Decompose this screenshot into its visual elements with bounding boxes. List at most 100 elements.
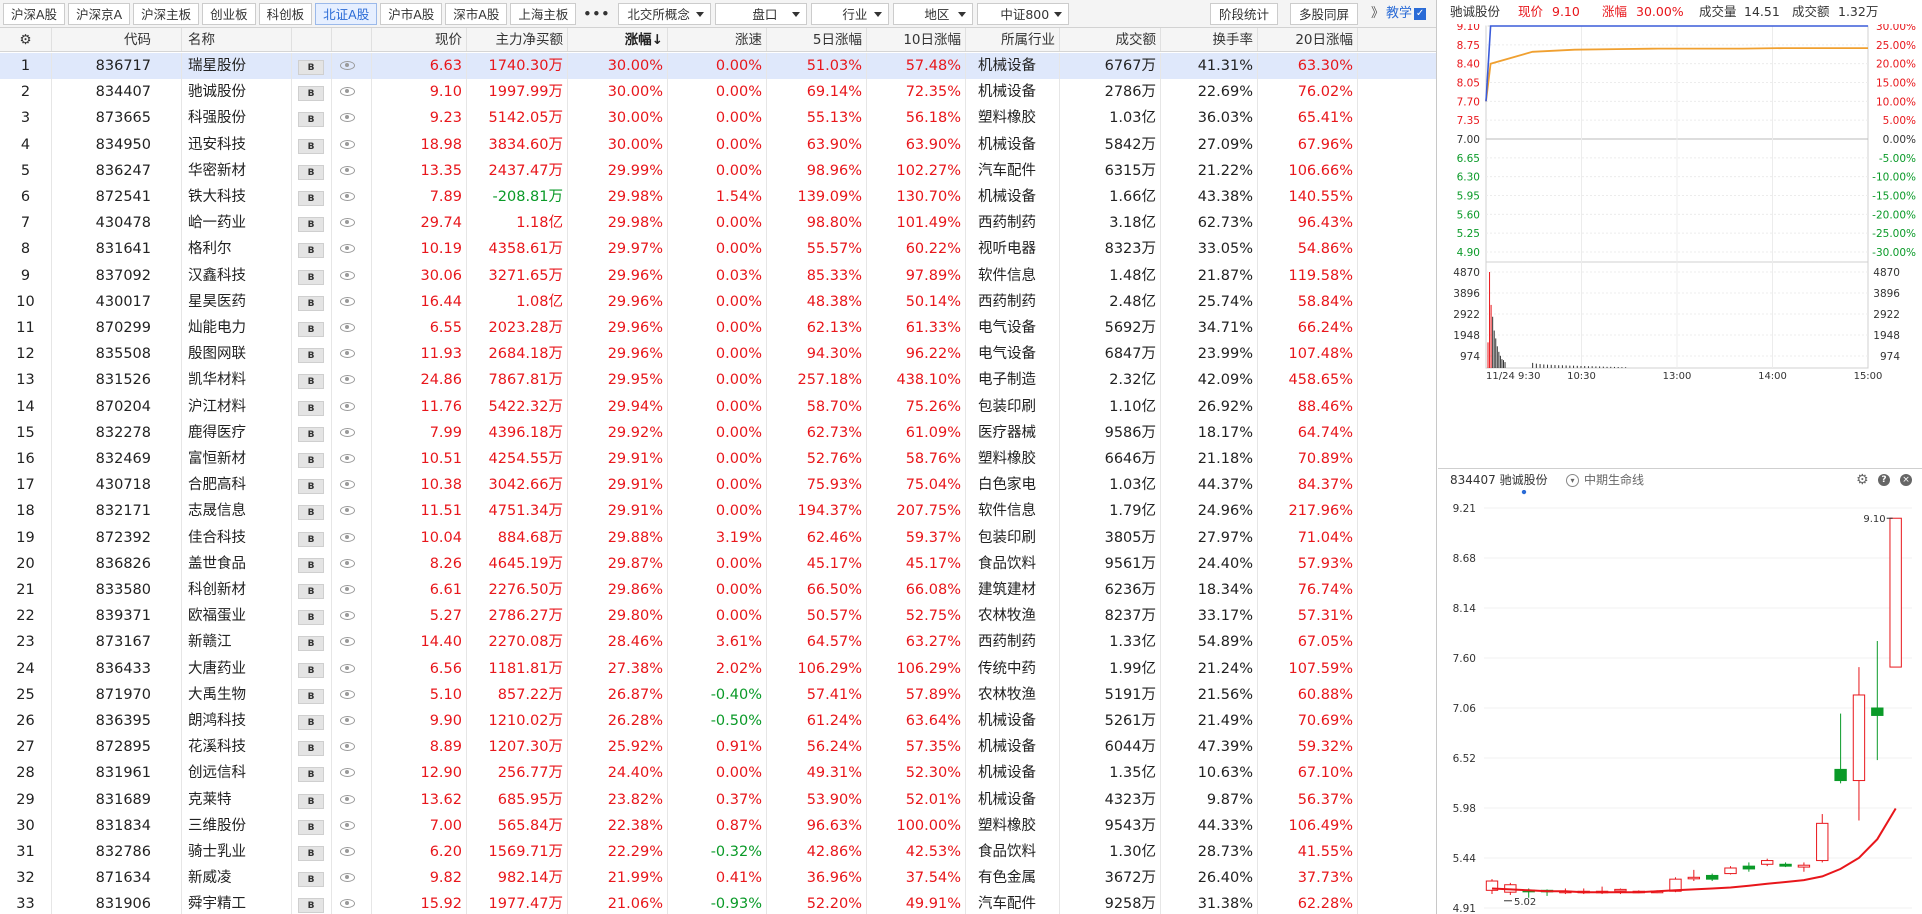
eye-icon[interactable] (340, 873, 355, 883)
row-code[interactable]: 836433 (52, 655, 182, 682)
b-badge-icon[interactable]: B (298, 112, 324, 128)
row-watch[interactable] (332, 786, 372, 813)
table-row[interactable]: 12 835508 殷图网联 B 11.93 2684.18万 29.96% 0.00% 94.… (0, 341, 1436, 368)
row-code[interactable]: 870204 (52, 393, 182, 420)
b-badge-icon[interactable]: B (298, 505, 324, 521)
eye-icon[interactable] (340, 716, 355, 725)
expand-icon[interactable]: 》 (1371, 6, 1385, 21)
row-badge[interactable]: B (292, 79, 332, 106)
row-code[interactable]: 831526 (52, 367, 182, 394)
table-row[interactable]: 3 873665 科强股份 B 9.23 5142.05万 30.00% 0.00% 55.13… (0, 105, 1436, 132)
b-badge-icon[interactable]: B (298, 86, 324, 102)
table-row[interactable]: 25 871970 大禹生物 B 5.10 857.22万 26.87% -0.40% 57.4… (0, 681, 1436, 708)
row-name[interactable]: 志晟信息 (182, 498, 292, 525)
row-code[interactable]: 872541 (52, 184, 182, 211)
tab-bj-a[interactable]: 北证A股 (315, 2, 378, 25)
filter-bj-concept[interactable]: 北交所概念 (618, 2, 712, 25)
row-code[interactable]: 836717 (52, 53, 182, 80)
row-badge[interactable]: B (292, 577, 332, 604)
b-badge-icon[interactable]: B (298, 688, 324, 704)
eye-icon[interactable] (340, 296, 355, 306)
row-badge[interactable]: B (292, 734, 332, 761)
table-row[interactable]: 21 833580 科创新材 B 6.61 2276.50万 29.86% 0.00% 66.5… (0, 577, 1436, 604)
row-code[interactable]: 872895 (52, 734, 182, 761)
row-code[interactable]: 836247 (52, 157, 182, 184)
row-badge[interactable]: B (292, 681, 332, 708)
row-watch[interactable] (332, 734, 372, 761)
row-watch[interactable] (332, 839, 372, 866)
eye-icon[interactable] (340, 139, 355, 149)
row-code[interactable]: 835508 (52, 341, 182, 368)
header-name[interactable]: 名称 (182, 28, 292, 51)
row-code[interactable]: 831689 (52, 786, 182, 813)
b-badge-icon[interactable]: B (298, 531, 324, 547)
row-name[interactable]: 新威凌 (182, 865, 292, 892)
row-badge[interactable]: B (292, 629, 332, 656)
row-code[interactable]: 832171 (52, 498, 182, 525)
row-watch[interactable] (332, 655, 372, 682)
row-name[interactable]: 新赣江 (182, 629, 292, 656)
row-code[interactable]: 831961 (52, 760, 182, 787)
row-badge[interactable]: B (292, 315, 332, 342)
tab-sh-a[interactable]: 沪市A股 (380, 2, 443, 25)
row-code[interactable]: 430478 (52, 210, 182, 237)
b-badge-icon[interactable]: B (298, 217, 324, 233)
eye-icon[interactable] (340, 532, 355, 542)
row-code[interactable]: 870299 (52, 315, 182, 342)
filter-region[interactable]: 地区 (893, 2, 974, 25)
row-badge[interactable]: B (292, 367, 332, 394)
row-name[interactable]: 华密新材 (182, 157, 292, 184)
table-row[interactable]: 26 836395 朗鸿科技 B 9.90 1210.02万 26.28% -0.50% 61.… (0, 708, 1436, 735)
row-name[interactable]: 迅安科技 (182, 131, 292, 158)
row-name[interactable]: 克莱特 (182, 786, 292, 813)
row-badge[interactable]: B (292, 341, 332, 368)
eye-icon[interactable] (340, 558, 355, 568)
row-code[interactable]: 831906 (52, 891, 182, 914)
row-name[interactable]: 沪江材料 (182, 393, 292, 420)
row-code[interactable]: 430017 (52, 288, 182, 315)
table-row[interactable]: 19 872392 佳合科技 B 10.04 884.68万 29.88% 3.19% 62.4… (0, 524, 1436, 551)
row-code[interactable]: 833580 (52, 577, 182, 604)
row-code[interactable]: 873167 (52, 629, 182, 656)
table-row[interactable]: 22 839371 欧福蛋业 B 5.27 2786.27万 29.80% 0.00% 50.5… (0, 603, 1436, 630)
eye-icon[interactable] (340, 847, 355, 856)
tab-sz-a[interactable]: 深市A股 (445, 2, 508, 25)
row-watch[interactable] (332, 472, 372, 499)
filter-industry[interactable]: 行业 (811, 2, 890, 25)
eye-icon[interactable] (340, 401, 355, 411)
filter-handicap[interactable]: 盘口 (715, 2, 808, 25)
table-row[interactable]: 15 832278 鹿得医疗 B 7.99 4396.18万 29.92% 0.00% 62.7… (0, 419, 1436, 446)
row-code[interactable]: 832786 (52, 839, 182, 866)
tab-sh-main[interactable]: 上海主板 (510, 2, 577, 25)
row-name[interactable]: 星昊医药 (182, 288, 292, 315)
tab-main-board[interactable]: 沪深主板 (133, 2, 200, 25)
row-code[interactable]: 836395 (52, 708, 182, 735)
multi-compare-button[interactable]: 多股同屏 (1290, 3, 1359, 25)
b-badge-icon[interactable]: B (298, 846, 324, 861)
row-name[interactable]: 驰诚股份 (182, 79, 292, 106)
b-badge-icon[interactable]: B (298, 662, 324, 678)
table-row[interactable]: 11 870299 灿能电力 B 6.55 2023.28万 29.96% 0.00% 62.1… (0, 315, 1436, 342)
table-row[interactable]: 17 430718 合肥高科 B 10.38 3042.66万 29.91% 0.00% 75.… (0, 472, 1436, 499)
row-watch[interactable] (332, 681, 372, 708)
row-badge[interactable]: B (292, 184, 332, 211)
table-row[interactable]: 1 836717 瑞星股份 B 6.63 1740.30万 30.00% 0.00% 51.03… (0, 53, 1436, 80)
row-code[interactable]: 872392 (52, 524, 182, 551)
row-badge[interactable]: B (292, 550, 332, 577)
row-name[interactable]: 合肥高科 (182, 472, 292, 499)
row-code[interactable]: 871634 (52, 865, 182, 892)
eye-icon[interactable] (340, 820, 355, 830)
eye-icon[interactable] (340, 323, 355, 332)
b-badge-icon[interactable]: B (298, 348, 324, 364)
b-badge-icon[interactable]: B (298, 872, 324, 888)
row-name[interactable]: 舜宇精工 (182, 891, 292, 914)
table-row[interactable]: 23 873167 新赣江 B 14.40 2270.08万 28.46% 3.61% 64.5… (0, 629, 1436, 656)
row-badge[interactable]: B (292, 812, 332, 839)
row-watch[interactable] (332, 131, 372, 158)
eye-icon[interactable] (340, 61, 355, 70)
row-watch[interactable] (332, 184, 372, 211)
row-watch[interactable] (332, 419, 372, 446)
help-icon[interactable]: ? (1878, 474, 1890, 486)
b-badge-icon[interactable]: B (298, 741, 324, 757)
row-badge[interactable]: B (292, 446, 332, 473)
